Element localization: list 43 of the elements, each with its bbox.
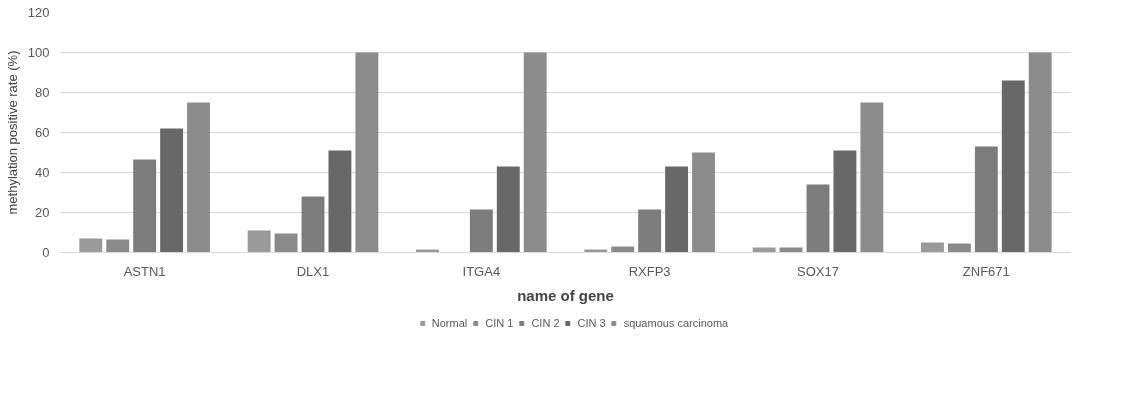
bar: [806, 184, 830, 253]
x-axis-title: name of gene: [517, 286, 614, 304]
x-tick-label: DLX1: [296, 263, 330, 279]
y-axis-title: methylation positive rate (%): [4, 50, 20, 215]
bar: [496, 166, 520, 253]
bar: [469, 209, 493, 253]
bar: [665, 166, 689, 253]
y-tick-label: 0: [42, 245, 50, 260]
y-tick-label: 120: [27, 5, 50, 20]
x-tick-label: ASTN1: [123, 263, 166, 279]
bar: [638, 209, 662, 253]
x-tick-label: ZNF671: [962, 263, 1010, 279]
bar: [328, 150, 352, 253]
bar: [1028, 52, 1052, 253]
bar: [860, 102, 884, 253]
x-tick-label: RXFP3: [628, 263, 671, 279]
bar: [523, 52, 547, 253]
y-tick-label: 40: [35, 165, 50, 180]
bar: [187, 102, 210, 253]
bar: [974, 146, 998, 253]
bar: [355, 52, 379, 253]
y-tick-label: 80: [35, 85, 50, 100]
bar: [133, 159, 157, 253]
y-tick-label: 100: [27, 45, 50, 60]
bar: [79, 238, 103, 253]
bar: [921, 242, 944, 253]
bar: [833, 150, 857, 253]
legend-label: Normal: [431, 317, 468, 329]
y-tick-label: 60: [35, 125, 50, 140]
x-tick-label: SOX17: [797, 263, 839, 279]
bar: [301, 196, 325, 253]
bar: [274, 233, 298, 253]
bar: [1001, 80, 1025, 253]
legend-label: CIN 3: [577, 317, 606, 329]
bar: [160, 128, 184, 253]
legend-label: CIN 1: [485, 317, 514, 329]
bar: [247, 230, 271, 253]
legend-label: CIN 2: [531, 317, 560, 329]
legend-label: squamous carcinoma: [623, 317, 729, 329]
bar: [692, 152, 715, 253]
y-tick-label: 20: [35, 205, 50, 220]
x-tick-label: ITGA4: [462, 263, 501, 279]
bar: [106, 239, 130, 253]
